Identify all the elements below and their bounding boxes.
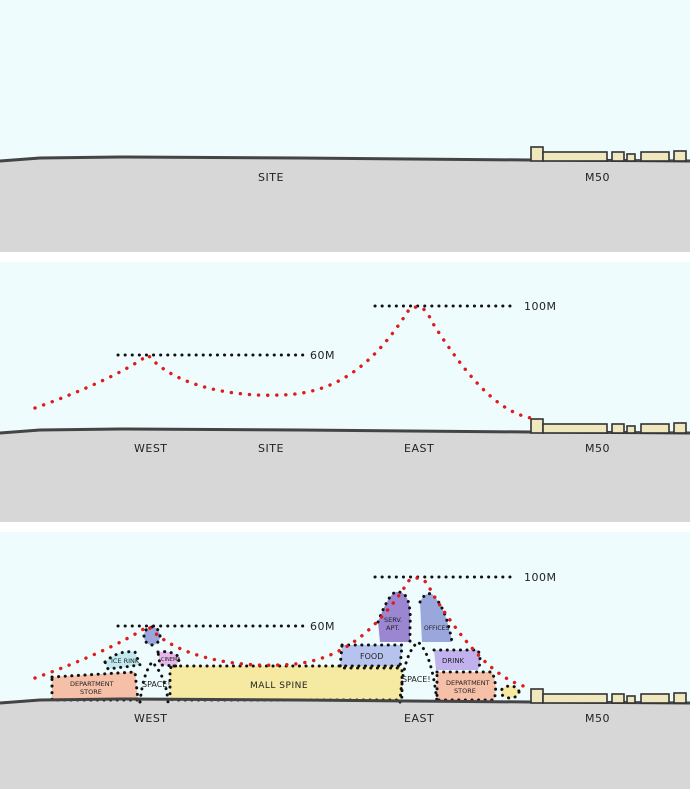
mall-spine-block <box>170 666 402 700</box>
serv-apt-label-1: SERV. <box>384 616 402 624</box>
drink-block <box>434 650 480 670</box>
height-60m-label: 60M <box>310 349 335 362</box>
m50-label: M50 <box>585 442 610 455</box>
section-3-drawing: 60M 100M WEST EAST M50 MALL SPINE DEPART… <box>0 532 690 789</box>
offices-label: OFFICES <box>424 625 449 632</box>
east-label: EAST <box>404 712 434 725</box>
site-label: SITE <box>258 442 284 455</box>
department-store-west-block <box>52 672 138 700</box>
space-west-label: SPACE! <box>142 680 171 689</box>
m50-buildings <box>530 146 687 162</box>
ground <box>0 699 690 789</box>
height-100m-label: 100M <box>524 300 557 313</box>
section-height-envelope: 60M 100M WEST SITE EAST M50 <box>0 262 690 522</box>
food-block <box>340 645 402 668</box>
department-store-east-block <box>437 672 496 700</box>
dept-store-west-label-1: DEPARTMENT <box>70 680 114 688</box>
ice-rink-block <box>105 651 140 669</box>
site-label: SITE <box>258 171 284 184</box>
section-existing-site: SITE M50 <box>0 0 690 252</box>
m50-label: M50 <box>585 712 610 725</box>
height-100m-label: 100M <box>524 571 557 584</box>
ground <box>0 429 690 522</box>
kiosk-block <box>501 686 519 698</box>
section-2-drawing: 60M 100M WEST SITE EAST M50 <box>0 262 690 522</box>
m50-label: M50 <box>585 171 610 184</box>
mall-spine-label: MALL SPINE <box>250 681 308 691</box>
offices-block <box>420 593 452 642</box>
serv-apt-label-2: APT. <box>386 624 400 632</box>
food-label: FOOD <box>360 652 383 661</box>
ice-rink-label: ICE RINK <box>111 657 140 665</box>
east-label: EAST <box>404 442 434 455</box>
m50-buildings <box>530 688 687 704</box>
cinema-block <box>158 651 180 666</box>
section-1-drawing: SITE M50 <box>0 0 690 252</box>
west-label: WEST <box>134 712 168 725</box>
west-label: WEST <box>134 442 168 455</box>
drink-label: DRINK <box>442 657 465 665</box>
section-program-massing: 60M 100M WEST EAST M50 MALL SPINE DEPART… <box>0 532 690 789</box>
dept-store-west-label-2: STORE <box>80 688 102 696</box>
height-60m-label: 60M <box>310 620 335 633</box>
cinema-label: CINEMA <box>161 657 181 663</box>
height-envelope-curve <box>33 305 533 420</box>
m50-buildings <box>530 418 687 434</box>
ground <box>0 157 690 252</box>
height-envelope-curve <box>33 576 533 690</box>
space-east-label: SPACE! <box>402 675 431 684</box>
west-tower-block <box>144 627 160 645</box>
dept-store-east-label-1: DEPARTMENT <box>446 679 490 687</box>
dept-store-east-label-2: STORE <box>454 687 476 695</box>
